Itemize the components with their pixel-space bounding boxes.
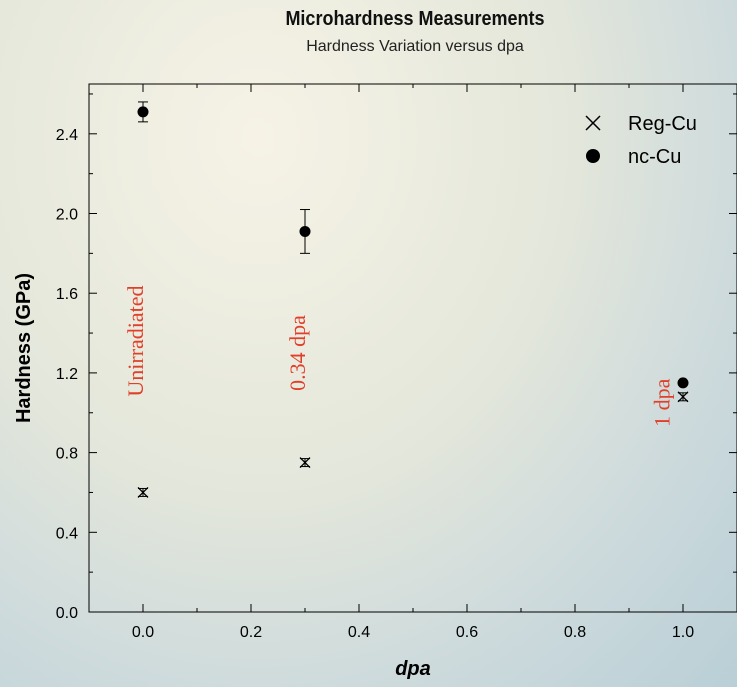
- y-tick-label: 1.6: [56, 286, 78, 303]
- y-tick-label: 1.2: [56, 366, 78, 383]
- y-axis-title: Hardness (GPa): [13, 273, 35, 423]
- legend-marker-reg-cu: [585, 115, 601, 131]
- marker-circle: [677, 377, 689, 389]
- data-point-nc-cu: [677, 377, 689, 389]
- y-tick-label: 0.0: [56, 605, 78, 622]
- x-tick-label: 0.2: [240, 624, 262, 641]
- y-tick-label: 0.4: [56, 525, 78, 542]
- y-tick-label: 2.0: [56, 207, 78, 224]
- axis-ticks: 0.0 0.2 0.4 0.6 0.8 1.0 0.0 0.4 0.8 1.2 1.6 2.0 2.4: [56, 84, 737, 641]
- marker-x-stroke: [137, 486, 149, 498]
- data-marks: [137, 101, 689, 498]
- data-point-reg-cu: [677, 391, 689, 403]
- legend-label-reg-cu: Reg-Cu: [628, 113, 697, 135]
- annotation-label: 0.34 dpa: [285, 315, 310, 391]
- marker-x-stroke: [677, 391, 689, 403]
- x-tick-label: 0.8: [564, 624, 586, 641]
- data-point-reg-cu: [299, 457, 311, 469]
- data-point-nc-cu: [137, 101, 149, 123]
- x-tick-label: 0.6: [456, 624, 478, 641]
- legend: Reg-Cu nc-Cu: [585, 113, 697, 168]
- legend-marker-nc-cu: [586, 149, 600, 163]
- annotations: Unirradiated 0.34 dpa 1 dpa: [123, 285, 675, 426]
- annotation-label: 1 dpa: [650, 378, 675, 427]
- marker-circle: [299, 225, 311, 237]
- x-tick-label: 0.0: [132, 624, 154, 641]
- marker-x-stroke: [299, 457, 311, 469]
- y-tick-label: 2.4: [56, 127, 78, 144]
- chart-title: Microhardness Measurements: [285, 8, 545, 30]
- data-point-nc-cu: [299, 209, 311, 254]
- annotation-label: Unirradiated: [123, 285, 148, 396]
- data-point-reg-cu: [137, 486, 149, 498]
- y-tick-label: 0.8: [56, 446, 78, 463]
- legend-label-nc-cu: nc-Cu: [628, 146, 681, 168]
- x-tick-label: 0.4: [348, 624, 370, 641]
- x-axis-title: dpa: [395, 658, 431, 680]
- chart-subtitle: Hardness Variation versus dpa: [306, 38, 524, 55]
- x-tick-label: 1.0: [672, 624, 694, 641]
- marker-circle: [137, 106, 149, 118]
